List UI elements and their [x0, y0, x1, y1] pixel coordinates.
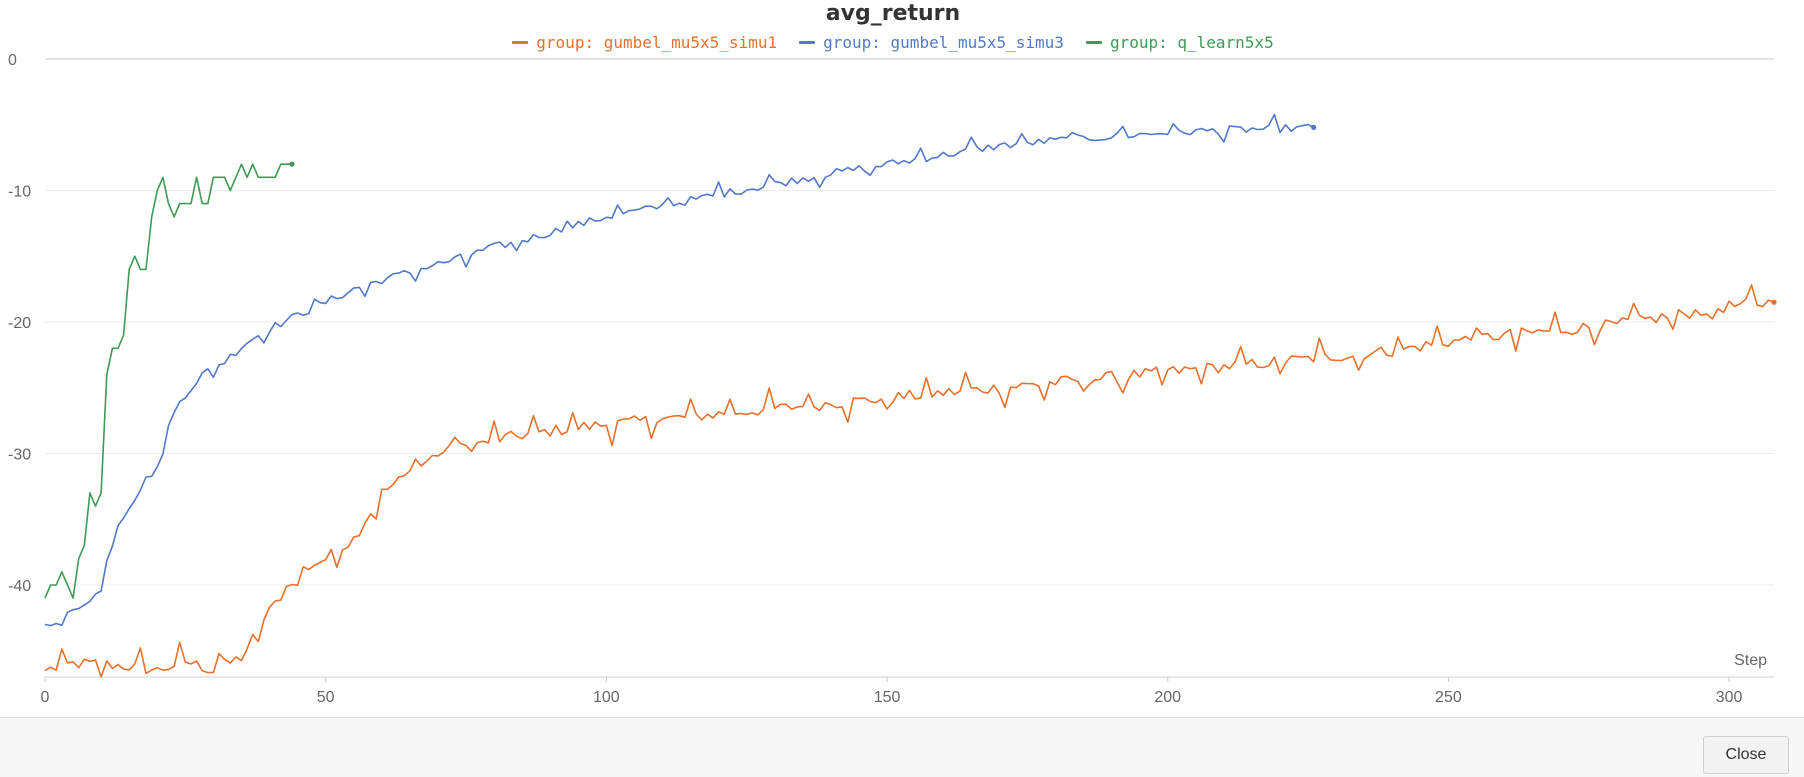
legend: group: gumbel_mu5x5_simu1 group: gumbel_m… — [0, 33, 1786, 52]
y-tick-label: -20 — [8, 315, 31, 332]
legend-item: group: gumbel_mu5x5_simu3 — [799, 33, 1064, 52]
series-endpoint-1 — [1771, 299, 1777, 305]
legend-label: group: gumbel_mu5x5_simu1 — [536, 33, 778, 52]
legend-label: group: q_learn5x5 — [1109, 33, 1274, 52]
y-tick-label: 0 — [8, 52, 17, 69]
chart-title: avg_return — [825, 1, 961, 26]
y-tick-label: -30 — [8, 446, 31, 463]
x-tick-label: 300 — [1716, 689, 1743, 706]
legend-swatch — [512, 41, 529, 44]
x-axis-title: Step — [1734, 652, 1767, 669]
series-endpoint-3 — [289, 161, 295, 167]
x-tick-label: 150 — [874, 689, 901, 706]
x-tick-label: 0 — [41, 689, 50, 706]
chart-area: avg_return group: gumbel_mu5x5_simu1 grou… — [0, 1, 1786, 706]
close-button[interactable]: Close — [1703, 736, 1789, 774]
y-tick-label: -10 — [8, 183, 31, 200]
y-tick-label: -40 — [8, 578, 31, 595]
x-tick-label: 250 — [1435, 689, 1462, 706]
series-line-1 — [44, 284, 1775, 678]
x-tick-label: 100 — [593, 689, 620, 706]
legend-item: group: q_learn5x5 — [1085, 33, 1274, 52]
legend-swatch — [1085, 41, 1102, 44]
legend-label: group: gumbel_mu5x5_simu3 — [823, 33, 1064, 52]
x-tick-label: 200 — [1154, 689, 1181, 706]
series-line-2 — [44, 113, 1315, 627]
legend-swatch — [799, 41, 816, 44]
dialog-footer: Close — [0, 717, 1804, 777]
x-tick-label: 50 — [317, 689, 335, 706]
line-chart: 0 -10 -20 -30 -40 0 50 100 150 200 250 300 Step — [8, 52, 1777, 706]
series-line-3 — [44, 163, 292, 599]
legend-item: group: gumbel_mu5x5_simu1 — [512, 33, 777, 52]
series-endpoint-2 — [1311, 124, 1317, 130]
